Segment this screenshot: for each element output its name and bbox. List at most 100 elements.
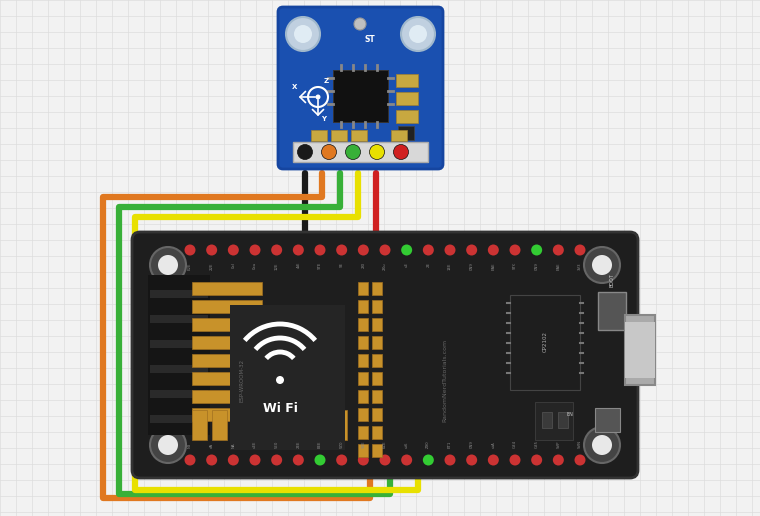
Bar: [358, 390, 368, 403]
Circle shape: [276, 376, 284, 384]
Text: 0N9: 0N9: [535, 262, 539, 270]
Bar: [312, 410, 327, 440]
Circle shape: [315, 455, 325, 465]
Bar: [358, 372, 368, 385]
Circle shape: [509, 455, 521, 465]
Bar: [292, 410, 307, 440]
Circle shape: [293, 245, 304, 255]
Bar: [391, 130, 407, 141]
Bar: [372, 390, 382, 403]
Circle shape: [249, 455, 261, 465]
Bar: [358, 444, 368, 457]
Text: EZE: EZE: [383, 440, 387, 448]
Bar: [148, 275, 210, 435]
Bar: [150, 390, 208, 398]
Circle shape: [185, 245, 195, 255]
Circle shape: [369, 144, 385, 159]
Bar: [192, 354, 262, 367]
Bar: [396, 92, 418, 105]
Circle shape: [336, 455, 347, 465]
Bar: [358, 354, 368, 367]
Circle shape: [488, 455, 499, 465]
Bar: [598, 292, 626, 330]
Bar: [358, 336, 368, 349]
Text: RandomNerdTutorials.com: RandomNerdTutorials.com: [442, 338, 448, 422]
Bar: [372, 300, 382, 313]
Bar: [358, 318, 368, 331]
Bar: [625, 322, 655, 378]
Circle shape: [531, 245, 542, 255]
Circle shape: [249, 245, 261, 255]
Bar: [333, 70, 388, 122]
Circle shape: [358, 245, 369, 255]
Circle shape: [584, 427, 620, 463]
Bar: [372, 444, 382, 457]
Bar: [558, 412, 568, 428]
Text: uE: uE: [404, 262, 409, 267]
Circle shape: [394, 144, 409, 159]
Circle shape: [354, 18, 366, 30]
Text: ut6: ut6: [404, 442, 409, 448]
Text: 2E: 2E: [426, 262, 430, 267]
Circle shape: [423, 455, 434, 465]
Bar: [192, 282, 262, 295]
Bar: [252, 410, 267, 440]
Circle shape: [488, 245, 499, 255]
Circle shape: [592, 435, 612, 455]
Circle shape: [315, 245, 325, 255]
Bar: [372, 372, 382, 385]
Text: BOOT: BOOT: [610, 273, 615, 287]
Circle shape: [592, 255, 612, 275]
Bar: [372, 318, 382, 331]
Text: NA: NA: [231, 443, 236, 448]
Bar: [150, 315, 208, 323]
Text: 0xu: 0xu: [253, 262, 257, 269]
FancyBboxPatch shape: [132, 232, 638, 478]
Circle shape: [206, 245, 217, 255]
Bar: [372, 282, 382, 295]
Circle shape: [271, 455, 282, 465]
Circle shape: [158, 435, 178, 455]
Bar: [232, 410, 247, 440]
Bar: [625, 315, 655, 385]
Bar: [351, 130, 367, 141]
Circle shape: [336, 245, 347, 255]
Text: 4tE: 4tE: [296, 262, 300, 268]
Bar: [332, 410, 347, 440]
Text: SE: SE: [340, 262, 344, 267]
Text: 5Z0: 5Z0: [340, 441, 344, 448]
Text: 0N9: 0N9: [470, 262, 473, 270]
Bar: [331, 130, 347, 141]
Text: EN: EN: [566, 412, 574, 417]
Circle shape: [206, 455, 217, 465]
Text: E2E: E2E: [188, 262, 192, 269]
Circle shape: [445, 245, 455, 255]
Circle shape: [158, 255, 178, 275]
Text: EAE: EAE: [491, 262, 496, 270]
Circle shape: [294, 25, 312, 43]
Text: 22E: 22E: [210, 262, 214, 269]
Bar: [192, 390, 262, 403]
Bar: [542, 412, 552, 428]
Circle shape: [509, 245, 521, 255]
Bar: [372, 354, 382, 367]
Circle shape: [575, 245, 585, 255]
Circle shape: [150, 427, 186, 463]
Text: Wi Fi: Wi Fi: [262, 401, 297, 414]
Text: 5E0: 5E0: [274, 441, 279, 448]
Text: 0N9: 0N9: [470, 440, 473, 448]
Bar: [358, 282, 368, 295]
Bar: [272, 410, 287, 440]
Text: utA: utA: [491, 441, 496, 448]
Text: CP2102: CP2102: [543, 331, 547, 352]
Circle shape: [466, 455, 477, 465]
Bar: [192, 408, 262, 421]
Circle shape: [445, 455, 455, 465]
Bar: [192, 336, 262, 349]
Text: ST: ST: [365, 36, 375, 44]
Circle shape: [401, 17, 435, 51]
Circle shape: [531, 455, 542, 465]
Circle shape: [553, 455, 564, 465]
Bar: [192, 318, 262, 331]
Text: 9TE: 9TE: [318, 262, 322, 269]
